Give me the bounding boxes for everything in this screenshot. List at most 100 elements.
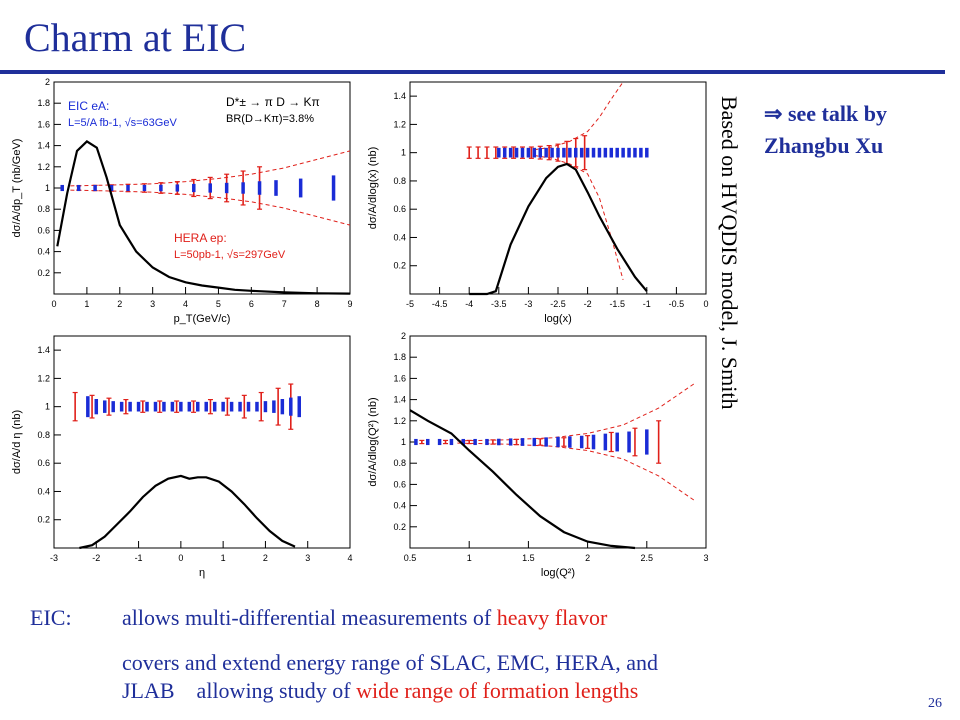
- chart-pt: 0 1 2 3 4 5 6 7 8 9 0.2 0.4 0.6 0.8 1 1.2 1.4 1.6 1.8 2 p_T(…: [11, 77, 353, 325]
- x-tick-label: -2.5: [550, 299, 566, 309]
- hera-envelope-lower: [457, 442, 695, 501]
- y-tick-label: 1.2: [37, 373, 50, 383]
- bullet-1: EIC: allows multi-differential measureme…: [30, 605, 607, 631]
- x-tick-label: -3: [524, 299, 532, 309]
- y-tick-label: 0.6: [37, 458, 50, 468]
- title-underline: [0, 70, 945, 74]
- model-note-text: Based on HVQDIS model, J. Smith: [717, 96, 742, 410]
- y-tick-label: 0.8: [393, 458, 406, 468]
- x-tick-label: 1: [221, 553, 226, 563]
- chart-eta: -3 -2 -1 0 1 2 3 4 0.2 0.4 0.6 0.8 1 1.2 1.4 η dσ/A/d η …: [11, 335, 353, 579]
- page-number: 26: [928, 696, 942, 711]
- bullet-2-text: covers and extend energy range of SLAC, …: [122, 650, 659, 675]
- model-note: Based on HVQDIS model, J. Smith: [716, 96, 742, 410]
- hera-envelope-upper: [534, 81, 624, 151]
- y-tick-label: 1.6: [393, 373, 406, 383]
- slide-title: Charm at EIC: [24, 15, 247, 60]
- x-tick-label: 3: [150, 299, 155, 309]
- y-tick-label: 1: [45, 402, 50, 412]
- x-tick-label: 2: [263, 553, 268, 563]
- x-tick-label: -1: [643, 299, 651, 309]
- y-axis-label: dσ/A/dlog(x) (nb): [367, 147, 379, 230]
- y-tick-label: 0.2: [393, 261, 406, 271]
- bullet-2: covers and extend energy range of SLAC, …: [122, 650, 658, 676]
- y-tick-label: 0.4: [37, 486, 50, 496]
- legend-text: HERA ep:: [174, 231, 227, 245]
- hera-envelope-upper: [457, 383, 695, 442]
- y-tick-label: 1.4: [37, 141, 50, 151]
- bullet-3-highlight: wide range of formation lengths: [356, 678, 639, 703]
- x-tick-label: -1: [135, 553, 143, 563]
- y-tick-label: 0.6: [393, 479, 406, 489]
- x-tick-label: 5: [216, 299, 221, 309]
- x-tick-label: -0.5: [669, 299, 685, 309]
- y-tick-label: 0.8: [37, 430, 50, 440]
- y-tick-label: 0.2: [37, 515, 50, 525]
- x-axis-label: log(x): [544, 313, 572, 325]
- x-tick-label: -2: [584, 299, 592, 309]
- x-tick-label: 2: [117, 299, 122, 309]
- x-tick-label: 9: [347, 299, 352, 309]
- x-tick-label: 1: [84, 299, 89, 309]
- x-axis-label: η: [199, 567, 205, 579]
- cross-section-curve: [56, 140, 351, 295]
- x-axis-label: p_T(GeV/c): [174, 313, 231, 325]
- bullet-3: JLAB allowing study of wide range of for…: [122, 678, 638, 704]
- cross-section-curve: [79, 474, 296, 550]
- y-axis-label: dσ/A/dp_T (nb/GeV): [11, 139, 23, 238]
- y-tick-label: 1: [45, 183, 50, 193]
- y-tick-label: 0.6: [37, 225, 50, 235]
- y-tick-label: 1: [401, 437, 406, 447]
- y-axis-label: dσ/A/dlog(Q²) (nb): [367, 397, 379, 486]
- y-tick-label: 1.4: [37, 345, 50, 355]
- x-tick-label: 0: [703, 299, 708, 309]
- y-tick-label: 1.2: [393, 119, 406, 129]
- cross-section-curve: [409, 409, 636, 550]
- bullet-1-highlight: heavy flavor: [496, 605, 608, 630]
- y-tick-label: 0.4: [393, 232, 406, 242]
- x-tick-label: 2.5: [641, 553, 654, 563]
- x-tick-label: -2: [92, 553, 100, 563]
- y-tick-label: 0.8: [37, 204, 50, 214]
- y-tick-label: 1.6: [37, 119, 50, 129]
- x-tick-label: 2: [585, 553, 590, 563]
- x-tick-label: 1.5: [522, 553, 535, 563]
- y-tick-label: 0.8: [393, 176, 406, 186]
- plot-frame: [409, 81, 707, 295]
- chart-panel-pt: 0 1 2 3 4 5 6 7 8 9 0.2 0.4 0.6 0.8 1 1.2 1.4 1.6 1.8 2 p_T(…: [8, 76, 358, 331]
- bullet-1-label: EIC:: [30, 605, 72, 630]
- y-tick-label: 1: [401, 148, 406, 158]
- y-tick-label: 0.2: [393, 522, 406, 532]
- x-tick-label: 0: [51, 299, 56, 309]
- x-tick-label: -1.5: [609, 299, 625, 309]
- y-tick-label: 0.4: [37, 247, 50, 257]
- y-tick-label: 1.4: [393, 395, 406, 405]
- x-tick-label: -4.5: [432, 299, 448, 309]
- hera-envelope-lower: [70, 189, 351, 226]
- y-tick-label: 2: [401, 331, 406, 341]
- legend-text: EIC eA:: [68, 99, 109, 113]
- legend-text: D*± → π D → Kπ: [226, 95, 320, 109]
- see-talk-line1: see talk by: [787, 101, 887, 126]
- x-tick-label: 4: [183, 299, 188, 309]
- y-axis-label: dσ/A/d η (nb): [11, 410, 23, 474]
- y-tick-label: 2: [45, 77, 50, 87]
- x-tick-label: -3.5: [491, 299, 507, 309]
- chart-panel-logx: -5 -4.5 -4 -3.5 -3 -2.5 -2 -1.5 -1 -0.5 0 0.2 0.4 0.6…: [364, 76, 714, 331]
- x-tick-label: 3: [703, 553, 708, 563]
- y-tick-label: 0.4: [393, 501, 406, 511]
- plot-frame: [53, 335, 351, 549]
- y-tick-label: 1.8: [37, 98, 50, 108]
- x-tick-label: -4: [465, 299, 473, 309]
- see-talk-line2: Zhangbu Xu: [764, 133, 884, 158]
- legend-text: L=5/A fb-1, √s=63GeV: [68, 117, 177, 129]
- chart-panel-eta: -3 -2 -1 0 1 2 3 4 0.2 0.4 0.6 0.8 1 1.2 1.4 η dσ/A/d η …: [8, 330, 358, 585]
- x-tick-label: 1: [467, 553, 472, 563]
- x-tick-label: -3: [50, 553, 58, 563]
- chart-panel-logq2: 0.5 1 1.5 2 2.5 3 0.2 0.4 0.6 0.8 1 1.2 1.4 1.6 1.8 2 lo…: [364, 330, 714, 585]
- y-tick-label: 0.2: [37, 268, 50, 278]
- hera-envelope-lower: [534, 155, 624, 281]
- y-tick-label: 1.2: [37, 162, 50, 172]
- bullet-3-text: JLAB allowing study of: [122, 678, 357, 703]
- x-tick-label: 6: [249, 299, 254, 309]
